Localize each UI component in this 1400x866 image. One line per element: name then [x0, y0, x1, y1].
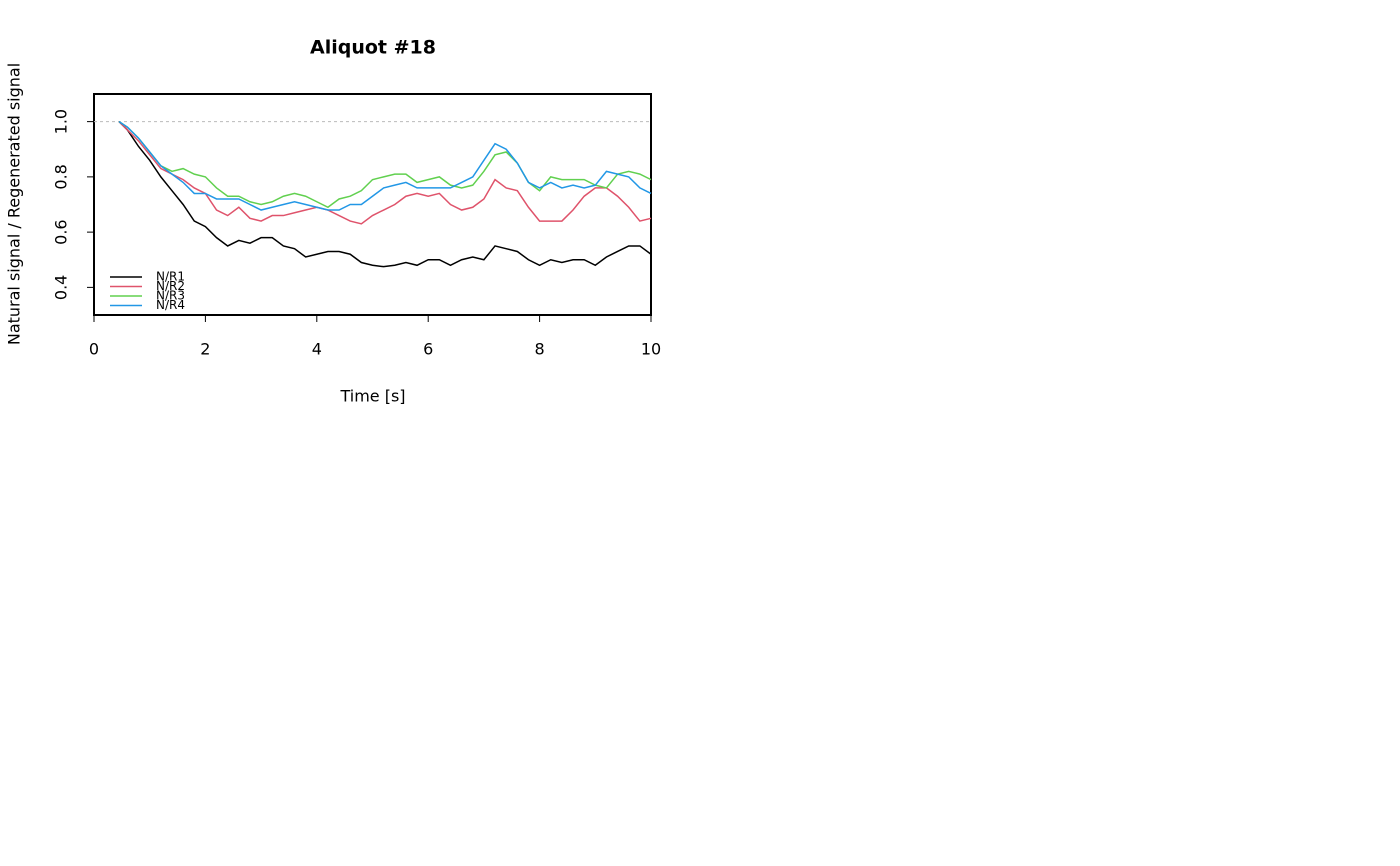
y-tick-label: 1.0 [52, 109, 71, 134]
x-tick-label: 0 [89, 340, 99, 359]
legend-label: N/R3 [156, 289, 185, 303]
y-tick-label: 0.6 [52, 219, 71, 244]
y-tick-label: 0.8 [52, 164, 71, 189]
x-tick-label: 2 [200, 340, 210, 359]
legend-label: N/R1 [156, 270, 185, 284]
x-tick-label: 4 [312, 340, 322, 359]
y-tick-label: 0.4 [52, 275, 71, 300]
series-line [118, 120, 652, 211]
x-tick-label: 8 [535, 340, 545, 359]
x-tick-label: 10 [641, 340, 661, 359]
legend-label: N/R4 [156, 298, 185, 312]
chart-title: Aliquot #18 [310, 37, 436, 59]
legend-label: N/R2 [156, 279, 185, 293]
series-line [118, 120, 652, 209]
series-line [118, 121, 652, 268]
y-axis-label: Natural signal / Regenerated signal [5, 63, 24, 345]
series-line [118, 121, 652, 225]
x-tick-label: 6 [423, 340, 433, 359]
x-axis-label: Time [s] [339, 387, 405, 406]
